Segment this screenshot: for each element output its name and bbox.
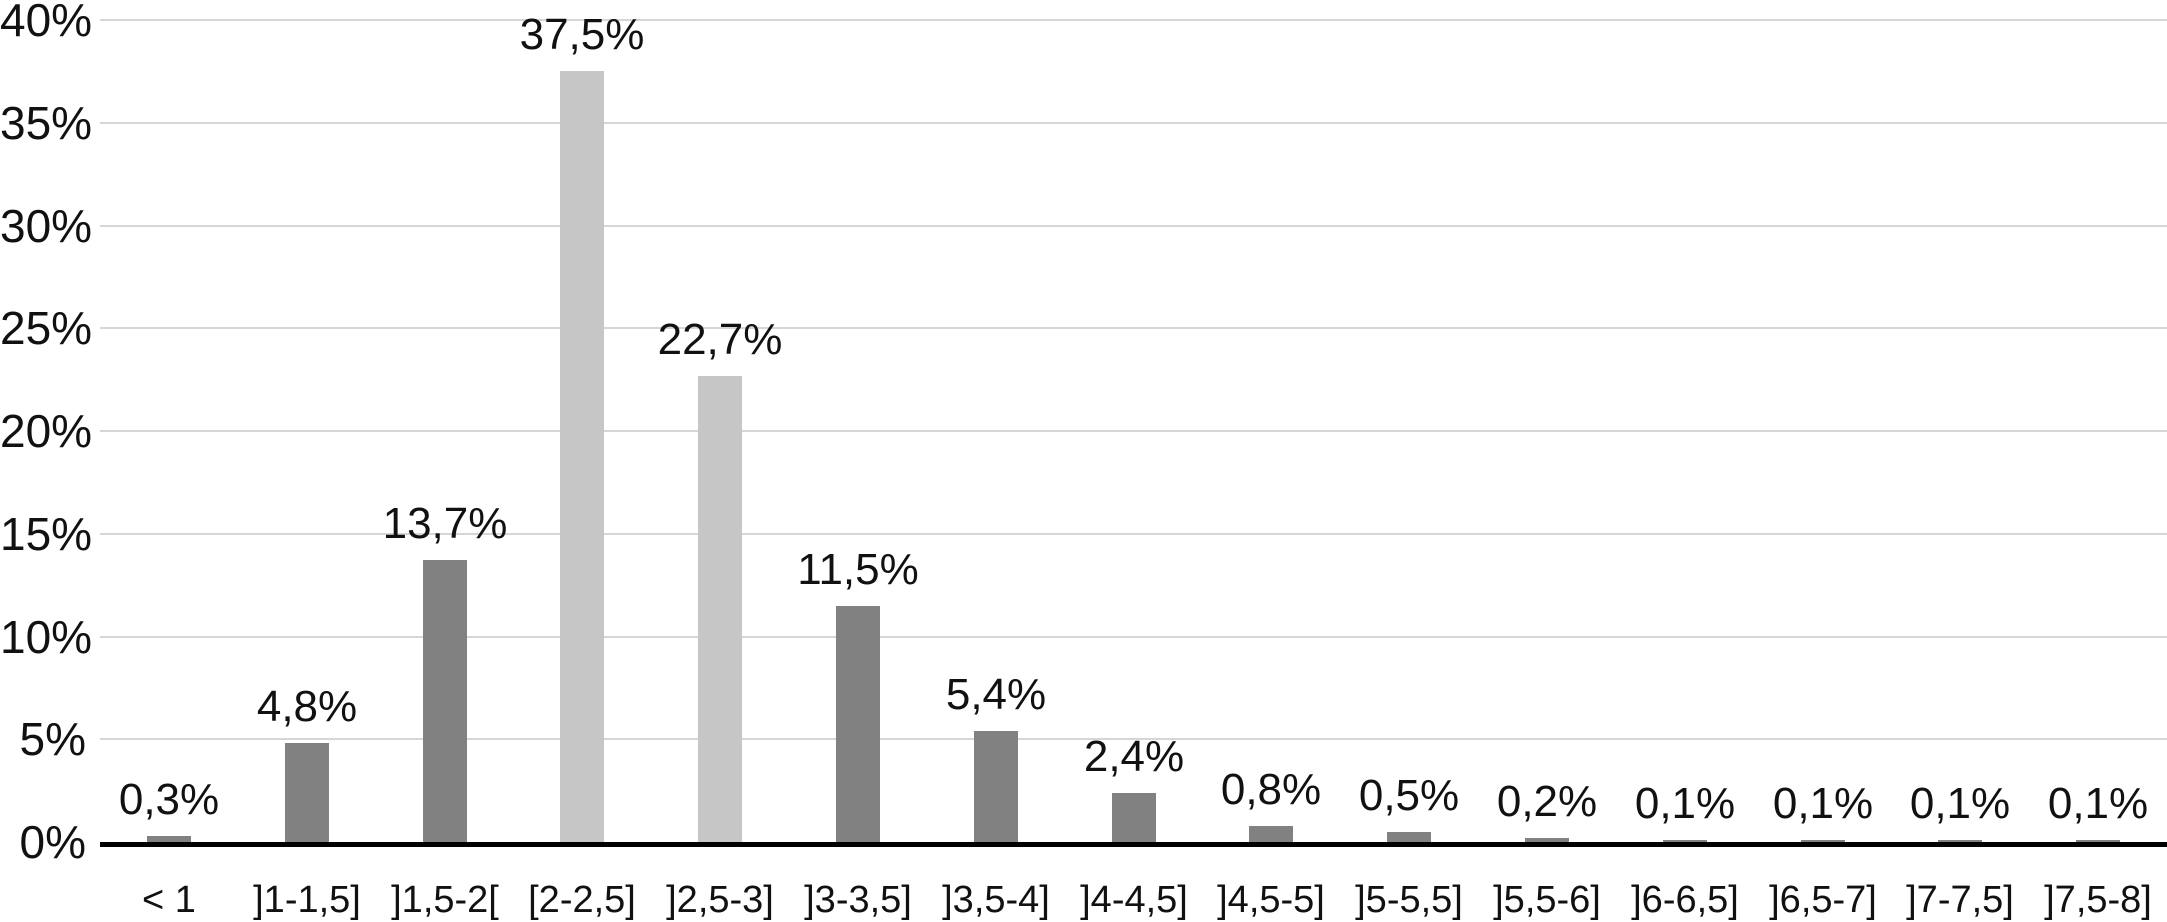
gridline — [100, 532, 2167, 535]
bar-value-label: 0,1% — [1909, 779, 2011, 828]
y-axis-tick-label: 40% — [0, 0, 93, 46]
bar — [1387, 832, 1431, 842]
y-axis-tick-label: 30% — [0, 199, 93, 252]
y-axis-tick-label: 35% — [0, 96, 93, 149]
gridline — [100, 430, 2167, 432]
x-axis-tick-label: ]3-3,5] — [804, 879, 912, 921]
bar — [974, 731, 1018, 842]
bar — [560, 71, 604, 842]
gridline — [100, 738, 2167, 741]
x-axis-tick-label: ]3,5-4] — [942, 879, 1050, 921]
y-axis-tick-label: 5% — [19, 713, 86, 766]
x-axis-tick-label: ]5,5-6] — [1493, 879, 1601, 921]
bar — [147, 836, 191, 842]
bar — [1249, 826, 1293, 842]
gridline — [100, 19, 2167, 21]
x-axis-line — [100, 842, 2167, 847]
y-axis-tick-label: 10% — [0, 610, 93, 663]
bar — [1938, 840, 1982, 842]
bar-value-label: 0,5% — [1358, 771, 1460, 820]
bar-value-label: 0,1% — [1634, 779, 1736, 828]
x-axis-tick-label: [2-2,5] — [528, 879, 636, 921]
bar-value-label: 0,3% — [118, 775, 220, 824]
bar-value-label: 0,2% — [1496, 777, 1598, 826]
x-axis-tick-label: ]4-4,5] — [1080, 879, 1188, 921]
x-axis-tick-label: ]7,5-8] — [2044, 879, 2152, 921]
x-axis-tick-label: ]2,5-3] — [666, 879, 774, 921]
y-axis-tick-label: 0% — [19, 816, 86, 868]
gridline — [100, 121, 2167, 124]
x-axis-tick-label: < 1 — [142, 879, 196, 921]
bar — [836, 606, 880, 842]
bar — [1663, 840, 1707, 842]
x-axis-tick-label: ]7-7,5] — [1906, 879, 2014, 921]
bar-value-label: 0,8% — [1220, 765, 1322, 814]
y-axis-tick-label: 25% — [0, 302, 93, 355]
bar-value-label: 0,1% — [2047, 779, 2149, 828]
y-axis-tick-label: 15% — [0, 507, 93, 560]
x-axis-tick-label: ]6,5-7] — [1769, 879, 1877, 921]
gridline — [100, 224, 2167, 227]
y-axis-tick-label: 20% — [0, 405, 93, 457]
bar-value-label: 5,4% — [945, 670, 1047, 719]
x-axis-tick-label: ]1,5-2[ — [391, 879, 499, 921]
bar-value-label: 0,1% — [1772, 779, 1874, 828]
bar — [285, 743, 329, 842]
bar-value-label: 13,7% — [382, 499, 508, 548]
bar — [2076, 840, 2120, 842]
x-axis-tick-label: ]4,5-5] — [1217, 879, 1325, 921]
gridline — [100, 635, 2167, 638]
bar-value-label: 22,7% — [657, 315, 783, 364]
bar — [698, 376, 742, 842]
x-axis-tick-label: ]1-1,5] — [253, 879, 361, 921]
bar-value-label: 11,5% — [797, 545, 919, 594]
bar — [1112, 793, 1156, 842]
bar — [1525, 838, 1569, 842]
x-axis-tick-label: ]5-5,5] — [1355, 879, 1463, 921]
gridline — [100, 327, 2167, 330]
bar — [1801, 840, 1845, 842]
bar — [423, 560, 467, 842]
bar-value-label: 2,4% — [1083, 732, 1185, 781]
bar-value-label: 37,5% — [519, 10, 645, 59]
x-axis-tick-label: ]6-6,5] — [1631, 879, 1739, 921]
bar-value-label: 4,8% — [256, 682, 358, 731]
